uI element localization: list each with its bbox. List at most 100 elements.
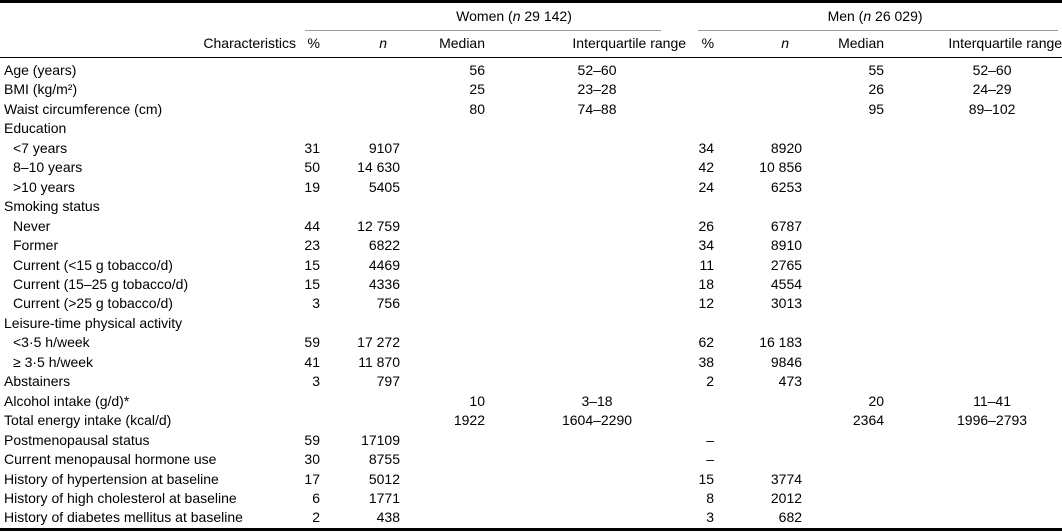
- cell-men-median: 26: [868, 81, 885, 98]
- cell-men-iqr: [886, 314, 1062, 333]
- table-row: History of high cholesterol at baseline …: [0, 489, 1062, 508]
- cell-men-n: 8910: [770, 237, 803, 254]
- cell-women-median: [402, 431, 487, 450]
- cell-men-iqr: [886, 470, 1062, 489]
- women-n-symbol: n: [512, 8, 521, 24]
- cell-women-iqr: [487, 314, 686, 333]
- cell-men-pct: [686, 314, 716, 333]
- cell-women-n: 11 870: [358, 353, 400, 370]
- characteristics-header: Characteristics: [0, 31, 296, 58]
- table-row: Total energy intake (kcal/d) 1922 1604–2…: [0, 411, 1062, 430]
- cell-men-iqr: 11–41: [973, 392, 1011, 409]
- cell-men-n: 16 183: [759, 334, 803, 351]
- cell-men-iqr: [886, 217, 1062, 236]
- cell-women-iqr: 23–28: [577, 81, 617, 98]
- cell-women-iqr: [487, 450, 686, 469]
- men-group-label: Men (n 26 029): [698, 8, 1059, 31]
- cell-women-pct: 50: [304, 159, 320, 176]
- row-label: >10 years: [13, 178, 75, 195]
- cell-women-iqr: [487, 119, 686, 138]
- cell-women-pct: 59: [304, 431, 320, 448]
- cell-women-n: 4469: [368, 256, 400, 273]
- cell-men-pct: 3: [706, 509, 715, 526]
- cell-women-pct: [296, 197, 322, 216]
- table-row: Current (>25 g tobacco/d) 3 756 12 3013: [0, 294, 1062, 313]
- cell-men-pct: 34: [698, 139, 715, 156]
- cell-women-pct: 2: [312, 509, 320, 526]
- cell-women-n: 9107: [368, 139, 400, 156]
- women-group-text: Women (: [456, 8, 513, 24]
- cell-women-pct: 17: [304, 470, 320, 487]
- cell-men-iqr: [886, 372, 1062, 391]
- cell-men-pct: 8: [706, 489, 715, 506]
- cell-women-median: [402, 197, 487, 216]
- cell-men-n: 2765: [770, 256, 803, 273]
- cell-men-iqr: 52–60: [972, 62, 1012, 78]
- cell-women-pct: 3: [312, 373, 320, 390]
- row-label: Current menopausal hormone use: [4, 451, 217, 468]
- cell-women-pct: [296, 100, 322, 119]
- table-row: Postmenopausal status 59 17109 –: [0, 431, 1062, 450]
- men-median-header: Median: [804, 31, 887, 58]
- men-iqr-header: Interquartile range: [886, 31, 1062, 58]
- table-row: History of hypertension at baseline 17 5…: [0, 470, 1062, 489]
- cell-women-n: [322, 80, 402, 99]
- cell-women-n: 4336: [368, 275, 400, 292]
- cell-men-median: [804, 217, 886, 236]
- cell-men-pct: 15: [698, 470, 715, 487]
- row-label: Former: [13, 237, 59, 254]
- cell-men-n: 6253: [770, 178, 803, 195]
- row-label: Current (<15 g tobacco/d): [13, 256, 173, 273]
- cell-men-n: [716, 450, 804, 469]
- cell-men-median: [804, 158, 886, 177]
- row-label: Current (>25 g tobacco/d): [13, 295, 173, 312]
- cell-women-median: [402, 158, 487, 177]
- cell-women-median: [402, 353, 487, 372]
- cell-women-pct: 31: [304, 139, 320, 156]
- cell-women-iqr: 74–88: [577, 100, 617, 117]
- men-group-count: 26 029): [871, 8, 923, 24]
- cell-women-n: 8755: [368, 451, 400, 468]
- table-row: Abstainers 3 797 2 473: [0, 372, 1062, 391]
- women-group-header: Women (n 29 142): [296, 2, 686, 31]
- cell-women-median: [402, 217, 487, 236]
- cell-men-n: [716, 431, 804, 450]
- cell-men-median: [804, 450, 886, 469]
- cell-women-median: [402, 333, 487, 352]
- cell-women-median: [402, 489, 487, 508]
- row-label: Never: [13, 217, 51, 234]
- cell-women-pct: 23: [304, 237, 320, 254]
- men-n-symbol: n: [863, 8, 872, 24]
- cell-men-pct: 12: [698, 295, 715, 312]
- cell-men-n: [716, 100, 804, 119]
- cell-women-iqr: [487, 508, 686, 529]
- cell-women-pct: 41: [304, 353, 320, 370]
- table-row: Alcohol intake (g/d)* 10 3–18 20 11–41: [0, 392, 1062, 411]
- cell-men-iqr: [886, 508, 1062, 529]
- cell-men-pct: 2: [706, 373, 715, 390]
- cell-women-iqr: [487, 333, 686, 352]
- cell-men-median: [804, 470, 886, 489]
- cell-men-iqr: [886, 450, 1062, 469]
- cell-men-iqr: [886, 256, 1062, 275]
- women-group-label: Women (n 29 142): [305, 8, 662, 31]
- cell-men-median: 2364: [852, 412, 885, 429]
- cell-men-n: [716, 80, 804, 99]
- cell-women-n: 12 759: [357, 217, 400, 234]
- row-label: 8–10 years: [13, 159, 83, 176]
- cell-women-n: 1771: [368, 489, 400, 506]
- table-row: >10 years 19 5405 24 6253: [0, 178, 1062, 197]
- cell-women-n: [322, 100, 402, 119]
- cell-women-n: [322, 119, 402, 138]
- table-row: Age (years) 56 52–60 55 52–60: [0, 58, 1062, 81]
- cell-men-iqr: [886, 294, 1062, 313]
- cell-men-n: 9846: [770, 353, 803, 370]
- cell-women-median: [402, 508, 487, 529]
- cell-women-median: 1922: [453, 412, 485, 429]
- cell-men-iqr: [886, 353, 1062, 372]
- cell-women-pct: 3: [312, 295, 320, 312]
- table-row: <7 years 31 9107 34 8920: [0, 139, 1062, 158]
- cell-women-median: 56: [469, 62, 485, 78]
- cell-women-iqr: 52–60: [577, 62, 617, 78]
